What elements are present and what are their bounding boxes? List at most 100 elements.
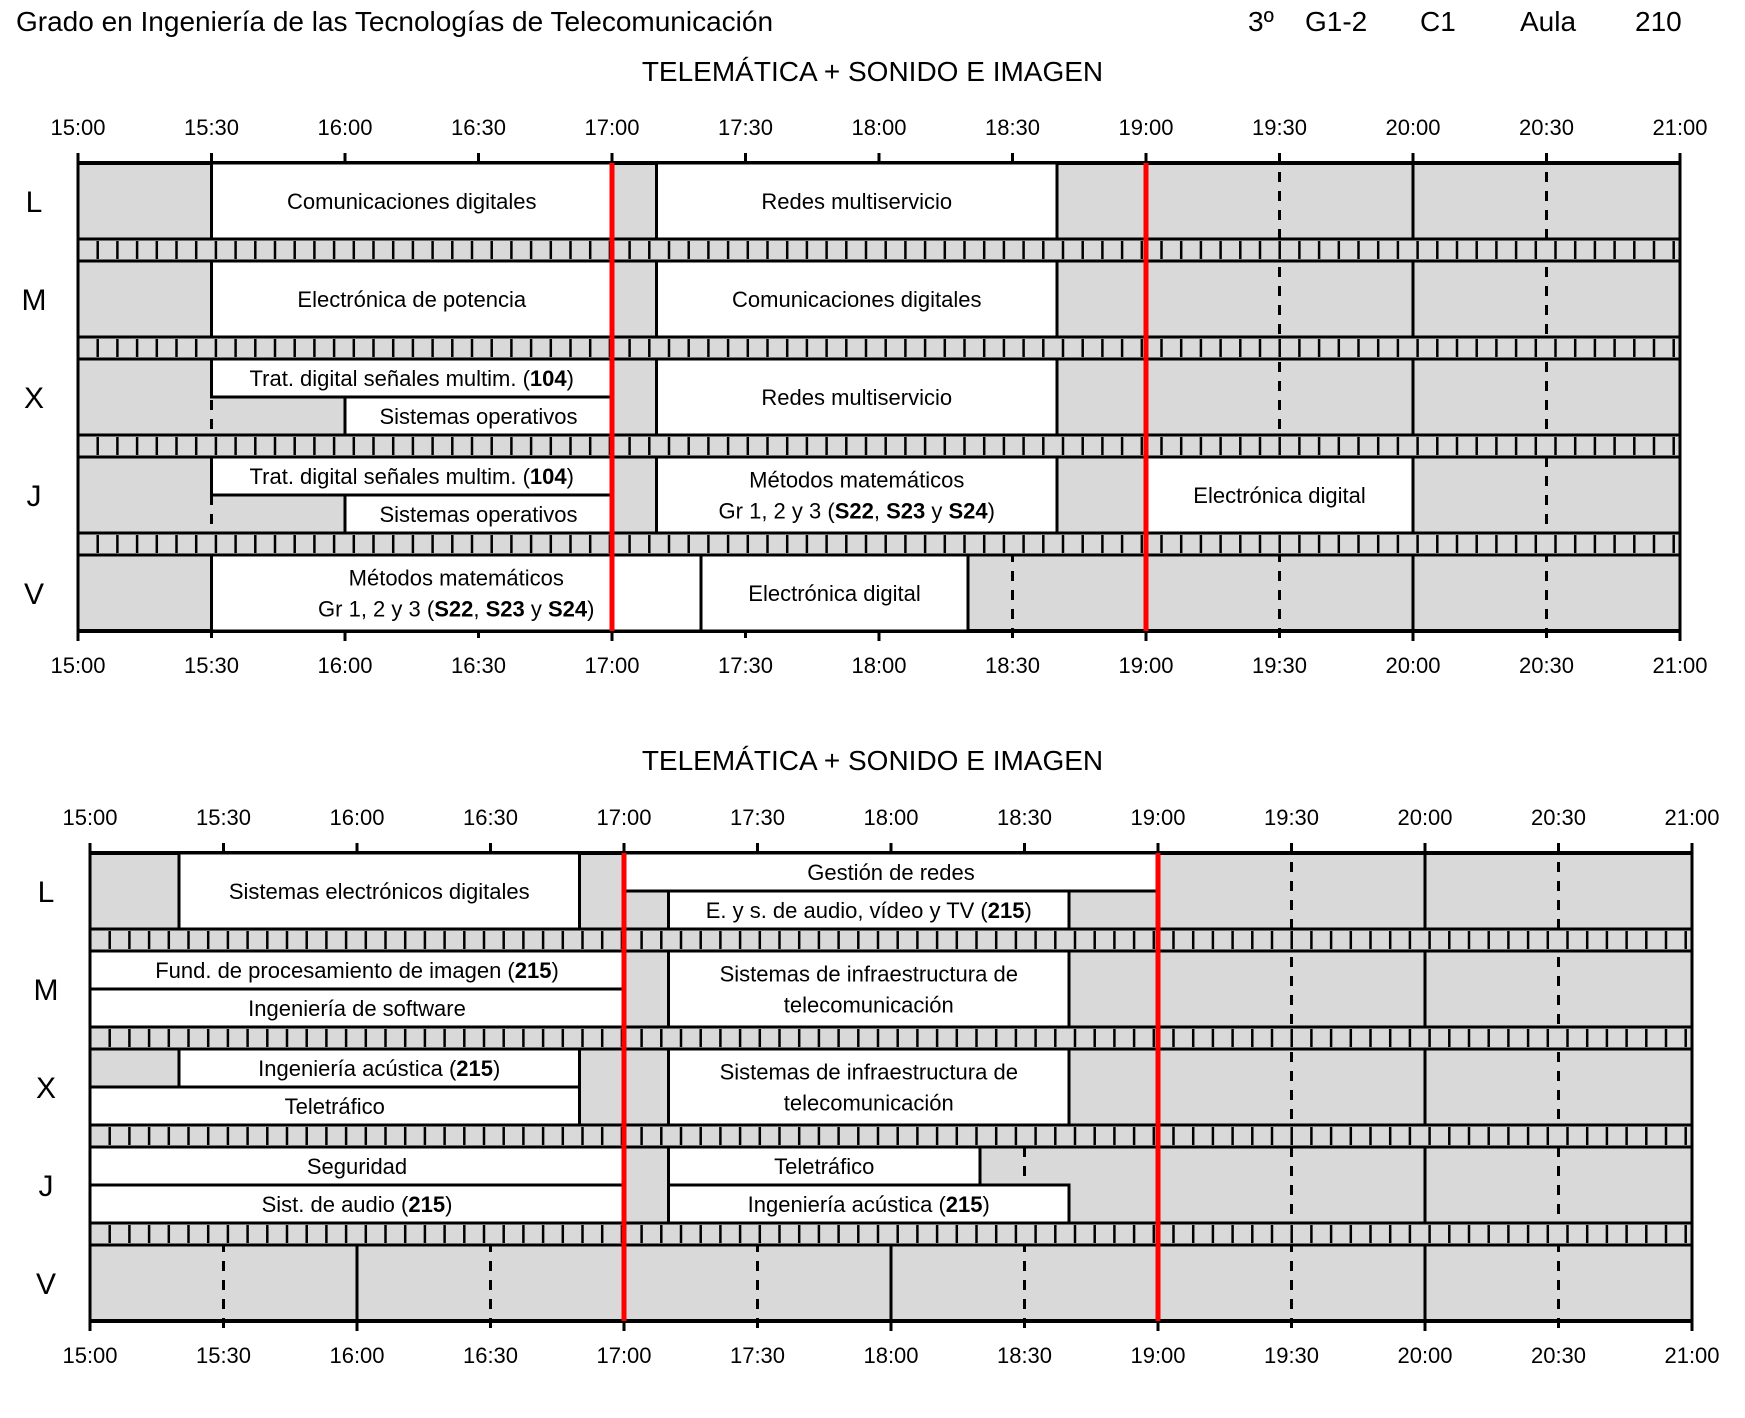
day-separator xyxy=(88,1221,1694,1247)
time-label-bottom: 20:00 xyxy=(1385,653,1440,678)
day-label-l: L xyxy=(38,876,55,909)
class-block-trat-digital-senales-multim-104: Trat. digital señales multim. (104) xyxy=(210,455,614,497)
course-name: Seguridad xyxy=(307,1154,407,1179)
course-name: Trat. digital señales multim. (104) xyxy=(250,366,574,391)
course-name: Sistemas operativos xyxy=(379,502,577,527)
course-name: Teletráfico xyxy=(285,1094,385,1119)
day-label-j: J xyxy=(27,480,42,513)
course-name: Sist. de audio (215) xyxy=(262,1192,453,1217)
time-label-bottom: 21:00 xyxy=(1664,1343,1719,1368)
time-label-top: 16:30 xyxy=(451,115,506,140)
course-name: Redes multiservicio xyxy=(761,385,952,410)
course-name: Comunicaciones digitales xyxy=(287,189,536,214)
class-block-electronica-de-potencia: Electrónica de potencia xyxy=(210,259,614,339)
schedule-2-title: TELEMÁTICA + SONIDO E IMAGEN xyxy=(641,745,1104,776)
time-label-bottom: 20:30 xyxy=(1531,1343,1586,1368)
day-separator xyxy=(88,927,1694,953)
day-label-v: V xyxy=(36,1268,56,1301)
time-label-bottom: 16:00 xyxy=(317,653,372,678)
class-block-fund-de-procesamiento-de-imagen-215: Fund. de procesamiento de imagen (215) xyxy=(88,949,626,991)
day-label-m: M xyxy=(22,284,47,317)
course-name: Comunicaciones digitales xyxy=(732,287,981,312)
time-label-top: 20:30 xyxy=(1519,115,1574,140)
day-separator xyxy=(76,237,1682,263)
time-label-top: 18:00 xyxy=(863,805,918,830)
day-separator xyxy=(88,1025,1694,1051)
time-label-bottom: 17:00 xyxy=(584,653,639,678)
time-label-top: 21:00 xyxy=(1664,805,1719,830)
time-label-top: 20:00 xyxy=(1397,805,1452,830)
time-label-bottom: 19:30 xyxy=(1264,1343,1319,1368)
course-name: Electrónica digital xyxy=(748,581,920,606)
course-name: Sistemas de infraestructura de xyxy=(720,1060,1018,1085)
course-name: Redes multiservicio xyxy=(761,189,952,214)
time-label-bottom: 18:00 xyxy=(851,653,906,678)
time-label-top: 17:00 xyxy=(584,115,639,140)
time-label-top: 18:30 xyxy=(997,805,1052,830)
course-name: Gestión de redes xyxy=(807,860,975,885)
course-name: Ingeniería de software xyxy=(248,996,466,1021)
time-label-bottom: 21:00 xyxy=(1652,653,1707,678)
class-block-ingenieria-de-software: Ingeniería de software xyxy=(88,987,626,1029)
course-name: E. y s. de audio, vídeo y TV (215) xyxy=(706,898,1032,923)
course-name: Electrónica de potencia xyxy=(297,287,526,312)
course-name: Trat. digital señales multim. (104) xyxy=(250,464,574,489)
day-separator xyxy=(76,433,1682,459)
class-block-comunicaciones-digitales: Comunicaciones digitales xyxy=(655,259,1059,339)
class-block-e-y-s-de-audio-video-y-tv-215: E. y s. de audio, vídeo y TV (215) xyxy=(667,889,1071,931)
time-label-top: 15:00 xyxy=(50,115,105,140)
time-label-top: 15:30 xyxy=(196,805,251,830)
day-label-x: X xyxy=(24,382,44,415)
time-label-top: 15:30 xyxy=(184,115,239,140)
day-label-v: V xyxy=(24,578,44,611)
day-label-j: J xyxy=(39,1170,54,1203)
class-block-sist-de-audio-215: Sist. de audio (215) xyxy=(88,1183,626,1225)
year-label: 3º xyxy=(1248,6,1274,37)
time-label-top: 16:00 xyxy=(317,115,372,140)
time-label-bottom: 18:30 xyxy=(985,653,1040,678)
time-label-bottom: 16:30 xyxy=(451,653,506,678)
time-label-top: 17:00 xyxy=(596,805,651,830)
class-block-trat-digital-senales-multim-104: Trat. digital señales multim. (104) xyxy=(210,357,614,399)
class-block-sistemas-de-infraestructura-de-telecomunicacion: Sistemas de infraestructura de telecomuni… xyxy=(667,949,1071,1029)
time-label-top: 17:30 xyxy=(718,115,773,140)
time-label-bottom: 15:00 xyxy=(62,1343,117,1368)
day-separator xyxy=(76,531,1682,557)
group-label: G1-2 xyxy=(1305,6,1368,37)
time-label-bottom: 17:30 xyxy=(730,1343,785,1368)
time-label-top: 19:00 xyxy=(1130,805,1185,830)
time-label-bottom: 19:30 xyxy=(1252,653,1307,678)
course-name: Teletráfico xyxy=(774,1154,874,1179)
class-block-sistemas-electronicos-digitales: Sistemas electrónicos digitales xyxy=(177,851,581,931)
time-label-bottom: 19:00 xyxy=(1118,653,1173,678)
time-label-bottom: 19:00 xyxy=(1130,1343,1185,1368)
term-label: C1 xyxy=(1420,6,1456,37)
time-label-bottom: 18:00 xyxy=(863,1343,918,1368)
time-label-bottom: 17:00 xyxy=(596,1343,651,1368)
time-label-top: 21:00 xyxy=(1652,115,1707,140)
course-name: Gr 1, 2 y 3 (S22, S23 y S24) xyxy=(318,597,594,622)
time-label-top: 16:00 xyxy=(329,805,384,830)
time-label-top: 20:00 xyxy=(1385,115,1440,140)
room-label: Aula xyxy=(1520,6,1577,37)
class-block-redes-multiservicio: Redes multiservicio xyxy=(655,161,1059,241)
time-label-bottom: 18:30 xyxy=(997,1343,1052,1368)
time-label-top: 16:30 xyxy=(463,805,518,830)
time-label-bottom: 17:30 xyxy=(718,653,773,678)
time-label-bottom: 15:30 xyxy=(184,653,239,678)
class-block-sistemas-de-infraestructura-de-telecomunicacion: Sistemas de infraestructura de telecomuni… xyxy=(667,1047,1071,1127)
time-label-top: 18:00 xyxy=(851,115,906,140)
day-label-m: M xyxy=(34,974,59,1007)
time-label-bottom: 15:30 xyxy=(196,1343,251,1368)
time-label-top: 19:00 xyxy=(1118,115,1173,140)
class-block-electronica-digital: Electrónica digital xyxy=(699,553,970,633)
schedule-1-title: TELEMÁTICA + SONIDO E IMAGEN xyxy=(641,56,1104,87)
course-name: Métodos matemáticos xyxy=(749,468,964,493)
day-label-x: X xyxy=(36,1072,56,1105)
class-block-seguridad: Seguridad xyxy=(88,1145,626,1187)
course-name: Electrónica digital xyxy=(1193,483,1365,508)
time-label-top: 19:30 xyxy=(1252,115,1307,140)
course-name: Métodos matemáticos xyxy=(349,566,564,591)
class-block-gestion-de-redes: Gestión de redes xyxy=(622,851,1160,893)
course-name: telecomunicación xyxy=(784,1091,954,1116)
